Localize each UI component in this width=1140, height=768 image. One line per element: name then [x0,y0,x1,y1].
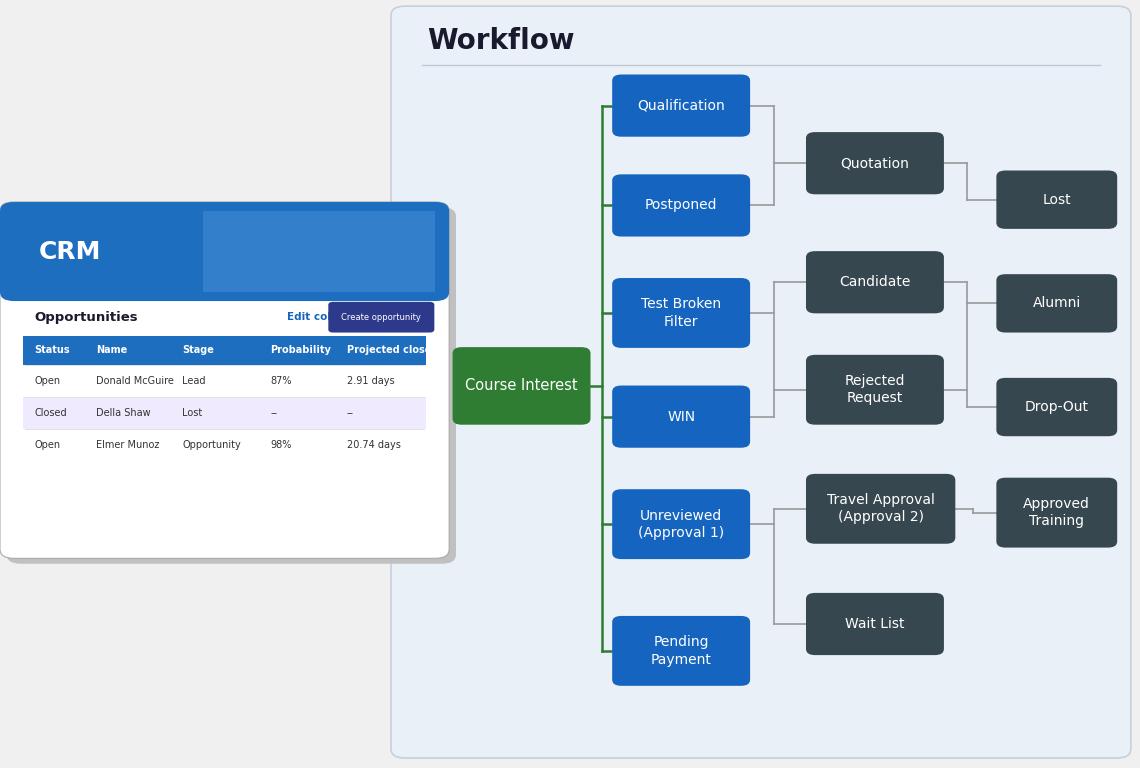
FancyBboxPatch shape [612,74,750,137]
Text: Wait List: Wait List [845,617,905,631]
Text: Elmer Munoz: Elmer Munoz [96,440,160,451]
Text: 98%: 98% [270,440,292,451]
FancyBboxPatch shape [996,274,1117,333]
FancyBboxPatch shape [612,616,750,686]
FancyBboxPatch shape [806,355,944,425]
Text: Lost: Lost [1042,193,1072,207]
Text: Qualification: Qualification [637,98,725,113]
FancyBboxPatch shape [612,174,750,237]
Text: Edit columns: Edit columns [287,312,363,323]
FancyBboxPatch shape [612,489,750,559]
Text: Closed: Closed [34,408,67,419]
FancyBboxPatch shape [996,478,1117,548]
Text: Drop-Out: Drop-Out [1025,400,1089,414]
FancyBboxPatch shape [996,170,1117,229]
Text: 20.74 days: 20.74 days [347,440,400,451]
FancyBboxPatch shape [391,6,1131,758]
Text: Alumni: Alumni [1033,296,1081,310]
Text: 2.91 days: 2.91 days [347,376,394,386]
FancyBboxPatch shape [23,397,426,429]
FancyBboxPatch shape [328,302,434,333]
FancyBboxPatch shape [612,386,750,448]
Text: CRM: CRM [39,240,101,263]
Text: Projected close: Projected close [347,345,431,356]
Text: Lost: Lost [182,408,203,419]
Text: Opportunities: Opportunities [34,311,138,323]
FancyBboxPatch shape [23,365,426,397]
Text: Name: Name [96,345,127,356]
Text: Probability: Probability [270,345,331,356]
Text: Open: Open [34,376,60,386]
FancyBboxPatch shape [996,378,1117,436]
Text: Della Shaw: Della Shaw [96,408,150,419]
FancyBboxPatch shape [0,202,449,558]
Text: Pending
Payment: Pending Payment [651,635,711,667]
Text: Status: Status [34,345,70,356]
Text: Lead: Lead [182,376,206,386]
Text: Workflow: Workflow [428,27,575,55]
Text: Candidate: Candidate [839,275,911,290]
Text: Rejected
Request: Rejected Request [845,374,905,406]
FancyBboxPatch shape [0,202,449,301]
Text: Create opportunity: Create opportunity [341,313,422,322]
Polygon shape [171,215,439,553]
Text: Opportunity: Opportunity [182,440,242,451]
FancyBboxPatch shape [453,347,591,425]
FancyBboxPatch shape [806,474,955,544]
Text: --: -- [347,408,353,419]
FancyBboxPatch shape [806,251,944,313]
Text: Unreviewed
(Approval 1): Unreviewed (Approval 1) [638,508,724,540]
Text: Stage: Stage [182,345,214,356]
Text: Travel Approval
(Approval 2): Travel Approval (Approval 2) [826,493,935,525]
Text: --: -- [270,408,277,419]
FancyBboxPatch shape [23,336,426,365]
FancyBboxPatch shape [23,429,426,462]
Text: Donald McGuire: Donald McGuire [96,376,173,386]
FancyBboxPatch shape [7,207,456,564]
FancyBboxPatch shape [806,593,944,655]
FancyBboxPatch shape [806,132,944,194]
FancyBboxPatch shape [204,211,435,292]
Text: WIN: WIN [667,409,695,424]
Text: Quotation: Quotation [840,156,910,170]
Text: Open: Open [34,440,60,451]
Text: Course Interest: Course Interest [465,379,578,393]
FancyBboxPatch shape [612,278,750,348]
Text: Test Broken
Filter: Test Broken Filter [641,297,722,329]
Text: Postponed: Postponed [645,198,717,213]
Text: Approved
Training: Approved Training [1024,497,1090,528]
Text: 87%: 87% [270,376,292,386]
